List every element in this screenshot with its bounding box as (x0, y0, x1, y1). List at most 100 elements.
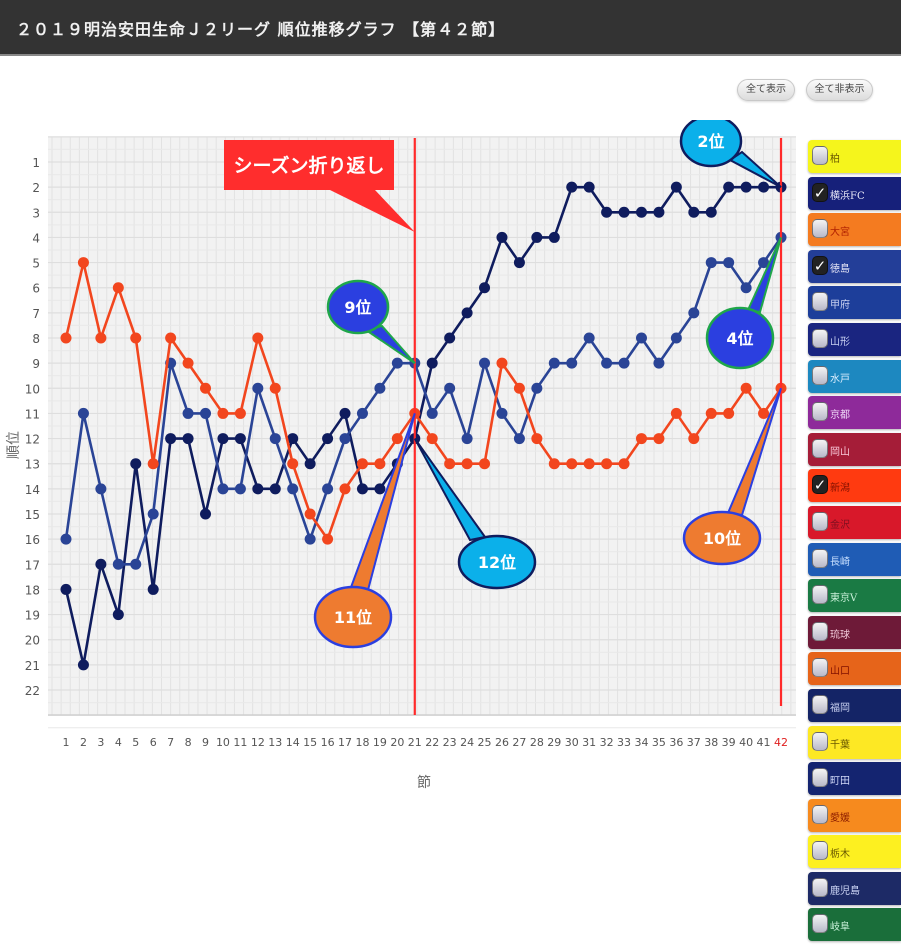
checkbox-unchecked-icon[interactable] (812, 548, 828, 568)
checkbox-unchecked-icon[interactable] (812, 658, 828, 678)
data-point (513, 433, 525, 445)
data-point (182, 433, 194, 445)
y-tick-label: 15 (25, 508, 40, 522)
legend-item[interactable]: 柏 (808, 140, 901, 173)
data-point (217, 407, 229, 419)
data-point (670, 407, 682, 419)
legend-item[interactable]: ✓ 新潟 (808, 469, 901, 503)
legend-item[interactable]: 町田 (808, 762, 901, 796)
legend-item[interactable]: ✓ 横浜FC (808, 176, 901, 210)
y-tick-label: 7 (32, 307, 40, 321)
legend-item[interactable]: 岡山 (808, 432, 901, 466)
x-tick-label: 5 (132, 736, 139, 749)
data-point (234, 433, 246, 445)
checkbox-unchecked-icon[interactable] (812, 621, 828, 641)
legend-item[interactable]: 琉球 (808, 615, 901, 649)
checkbox-checked-icon[interactable]: ✓ (812, 182, 828, 202)
y-tick-label: 5 (32, 257, 40, 271)
x-tick-label: 19 (373, 736, 387, 749)
checkbox-unchecked-icon[interactable] (812, 511, 828, 531)
data-point (705, 407, 717, 419)
team-legend: 柏 ✓ 横浜FC 大宮 ✓ 徳島 甲府 山形 水戸 京都 岡山 ✓ 新潟 金沢 長崎 東京V 琉球 山口 福岡 千葉町… (808, 140, 901, 945)
legend-label: 長崎 (830, 556, 850, 568)
data-point (531, 433, 543, 445)
legend-item[interactable]: ✓ 徳島 (808, 249, 901, 283)
legend-label: 新潟 (830, 483, 850, 495)
legend-item[interactable]: 山形 (808, 322, 901, 356)
checkbox-unchecked-icon[interactable] (812, 402, 828, 422)
legend-item[interactable]: 岐阜 (808, 908, 901, 942)
x-axis-ticks: 1 2 3 4 5 6 7 8 9 10 11 12 13 14 15 16 17 18 19 20 21 22 23 24 2… (63, 736, 789, 749)
x-tick-label: 22 (425, 736, 439, 749)
callout-bubble: 9位 (326, 279, 416, 364)
legend-item[interactable]: 大宮 (808, 213, 901, 247)
checkbox-unchecked-icon[interactable] (812, 292, 828, 312)
x-tick-label: 21 (408, 736, 422, 749)
checkbox-unchecked-icon[interactable] (812, 585, 828, 605)
legend-item[interactable]: 東京V (808, 579, 901, 613)
y-tick-label: 2 (32, 181, 40, 195)
callout-tail (330, 190, 415, 232)
callout-text: シーズン折り返し (233, 154, 384, 177)
x-tick-label: 14 (286, 736, 300, 749)
x-tick-label: 28 (530, 736, 544, 749)
callout-text: 9位 (344, 298, 371, 317)
y-tick-label: 12 (25, 433, 40, 447)
legend-label: 横浜FC (830, 190, 865, 202)
checkbox-unchecked-icon[interactable] (812, 731, 828, 751)
y-tick-label: 11 (25, 407, 40, 421)
data-point (339, 407, 351, 419)
data-point (496, 407, 508, 419)
legend-item[interactable]: 長崎 (808, 542, 901, 576)
data-point (653, 433, 665, 445)
data-point (77, 659, 89, 671)
show-all-button[interactable]: 全て表示 (737, 79, 795, 101)
data-point (461, 458, 473, 470)
data-point (461, 307, 473, 319)
checkbox-unchecked-icon[interactable] (812, 219, 828, 239)
legend-label: 町田 (830, 776, 850, 788)
checkbox-unchecked-icon[interactable] (812, 365, 828, 385)
checkbox-unchecked-icon[interactable] (812, 841, 828, 861)
y-tick-label: 14 (25, 483, 40, 497)
legend-item[interactable]: 鹿児島 (808, 871, 901, 905)
legend-item[interactable]: 甲府 (808, 286, 901, 320)
x-tick-label: 39 (722, 736, 736, 749)
legend-item[interactable]: 愛媛 (808, 798, 901, 832)
x-tick-label: 3 (97, 736, 104, 749)
legend-item[interactable]: 福岡 (808, 688, 901, 722)
legend-item[interactable]: 金沢 (808, 505, 901, 539)
legend-item[interactable]: 京都 (808, 396, 901, 430)
legend-item[interactable]: 千葉 (808, 725, 901, 759)
checkbox-unchecked-icon[interactable] (812, 877, 828, 897)
data-point (688, 206, 700, 218)
checkbox-unchecked-icon[interactable] (812, 914, 828, 934)
y-axis-label: 順位 (6, 431, 22, 459)
data-point (130, 558, 142, 570)
data-point (112, 558, 124, 570)
checkbox-unchecked-icon[interactable] (812, 328, 828, 348)
legend-item[interactable]: 栃木 (808, 835, 901, 869)
y-tick-label: 18 (25, 583, 40, 597)
legend-label: 水戸 (830, 373, 850, 385)
x-tick-label: 2 (80, 736, 87, 749)
hide-all-button[interactable]: 全て非表示 (806, 79, 873, 101)
callout-bubble: シーズン折り返し (224, 140, 415, 232)
data-point (374, 458, 386, 470)
data-point (269, 483, 281, 495)
checkbox-checked-icon[interactable]: ✓ (812, 475, 828, 495)
x-tick-label: 30 (565, 736, 579, 749)
data-point (548, 357, 560, 369)
checkbox-unchecked-icon[interactable] (812, 438, 828, 458)
y-tick-label: 6 (32, 282, 40, 296)
legend-item[interactable]: 山口 (808, 652, 901, 686)
legend-item[interactable]: 水戸 (808, 359, 901, 393)
checkbox-unchecked-icon[interactable] (812, 804, 828, 824)
checkbox-unchecked-icon[interactable] (812, 768, 828, 788)
checkbox-checked-icon[interactable]: ✓ (812, 255, 828, 275)
data-point (426, 407, 438, 419)
data-point (653, 206, 665, 218)
checkbox-unchecked-icon[interactable] (812, 694, 828, 714)
checkbox-unchecked-icon[interactable] (812, 146, 828, 165)
y-tick-label: 10 (25, 382, 40, 396)
